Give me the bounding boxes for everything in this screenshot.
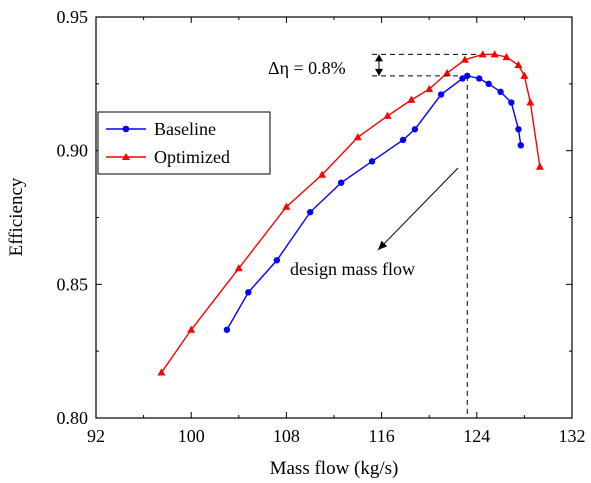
data-point-baseline	[508, 99, 515, 106]
data-point-baseline	[475, 75, 483, 82]
data-point-optimized	[383, 111, 392, 119]
legend-optimized-marker	[122, 153, 130, 160]
y-axis-title: Efficiency	[6, 177, 27, 256]
legend: Baseline Optimized	[97, 111, 271, 175]
data-point-baseline	[485, 80, 492, 88]
data-point-optimized	[187, 325, 196, 333]
legend-baseline-label: Baseline	[154, 119, 216, 139]
data-point-optimized	[490, 50, 499, 58]
data-point-optimized	[353, 133, 362, 141]
series-line-baseline	[226, 75, 522, 331]
data-point-baseline	[497, 88, 504, 96]
legend-entry-baseline: Baseline	[106, 119, 216, 139]
legend-baseline-marker	[122, 125, 130, 133]
x-tick-label: 108	[273, 426, 300, 446]
x-tick-label: 100	[178, 426, 205, 446]
data-point-baseline	[245, 289, 252, 296]
data-point-baseline	[515, 126, 522, 133]
plot-content: 92 100 108 116 124 132 0.80 0.85 0.90 0.95	[57, 7, 586, 446]
data-point-baseline	[411, 126, 419, 133]
data-point-baseline	[517, 142, 525, 149]
delta-arrow-head-bottom	[375, 68, 383, 76]
data-point-optimized	[478, 50, 487, 58]
data-point-optimized	[318, 170, 327, 178]
data-point-baseline	[368, 158, 376, 165]
y-tick-label: 0.85	[57, 274, 89, 294]
data-point-optimized	[535, 162, 544, 170]
data-point-baseline	[399, 136, 407, 144]
data-point-optimized	[526, 98, 535, 106]
x-tick-label: 92	[87, 426, 105, 446]
design-pointer-arrow-head	[378, 240, 388, 250]
data-point-optimized	[514, 60, 523, 69]
data-point-optimized	[425, 84, 434, 93]
design-mass-flow-label: design mass flow	[290, 259, 415, 279]
series-line-optimized	[160, 53, 541, 373]
x-tick-label: 124	[463, 426, 490, 446]
data-point-optimized	[157, 368, 166, 376]
data-point-optimized	[443, 68, 452, 77]
y-tick-label: 0.90	[57, 141, 89, 161]
data-point-optimized	[282, 202, 291, 210]
delta-efficiency-label: Δη = 0.8%	[268, 58, 346, 78]
data-point-baseline	[307, 208, 314, 216]
legend-optimized-label: Optimized	[154, 147, 230, 167]
data-point-baseline	[459, 75, 466, 82]
design-pointer-arrow	[377, 167, 459, 251]
x-axis-title: Mass flow (kg/s)	[270, 458, 399, 479]
x-tick-label: 132	[559, 426, 586, 446]
y-tick-label: 0.80	[57, 408, 89, 428]
data-point-optimized	[460, 55, 469, 63]
data-point-baseline	[273, 257, 281, 264]
x-tick-label: 116	[368, 426, 394, 446]
y-tick-label: 0.95	[57, 7, 89, 27]
delta-arrow-head-top	[375, 54, 383, 62]
data-point-baseline	[437, 91, 445, 98]
data-point-optimized	[502, 52, 511, 61]
legend-box	[97, 111, 271, 175]
data-point-optimized	[407, 95, 416, 103]
data-point-baseline	[223, 326, 231, 333]
data-point-optimized	[234, 264, 243, 272]
data-point-optimized	[520, 71, 529, 79]
data-point-baseline	[337, 179, 345, 186]
legend-entry-optimized: Optimized	[106, 147, 230, 167]
